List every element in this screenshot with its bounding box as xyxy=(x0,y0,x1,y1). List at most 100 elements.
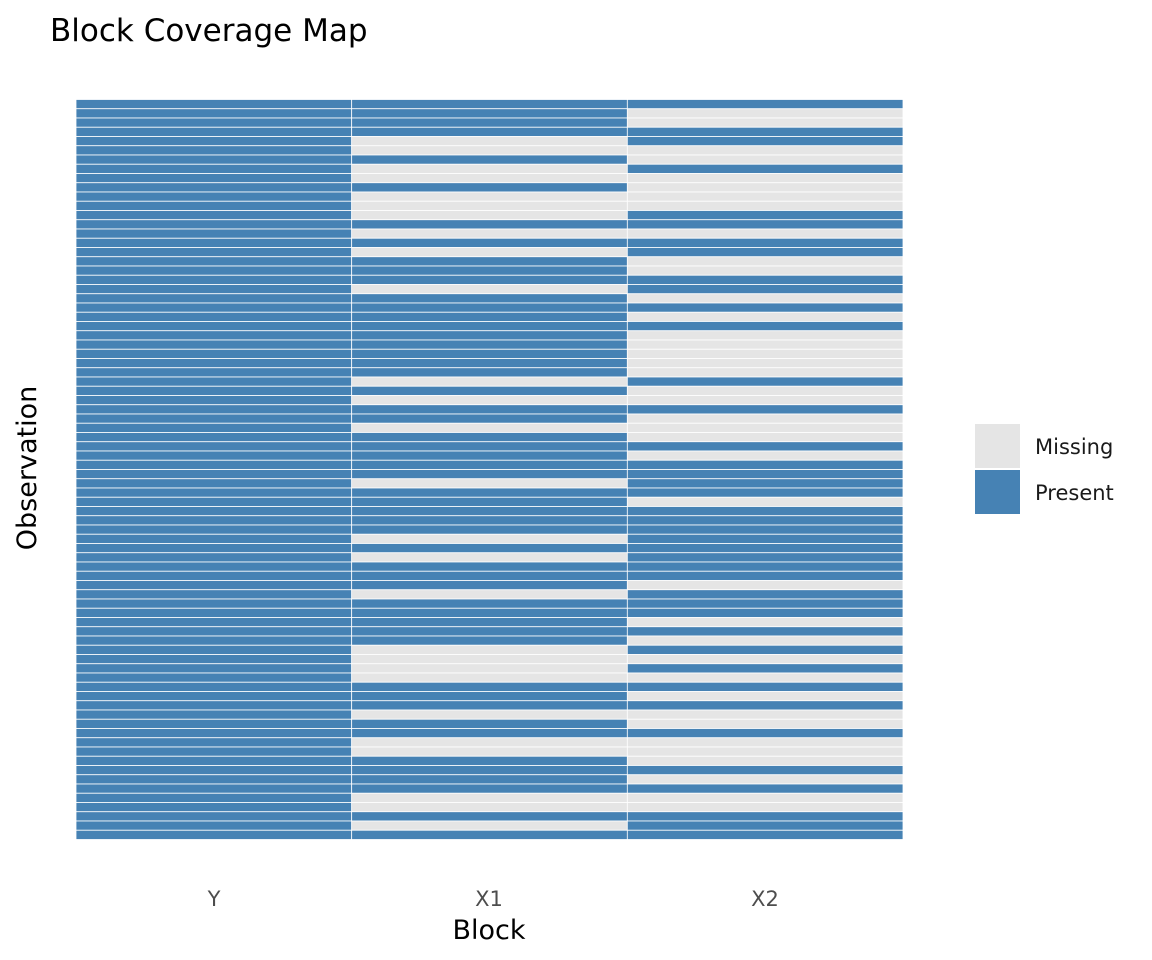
tile-x1-obs-73 xyxy=(351,765,628,776)
tile-x1-obs-66 xyxy=(351,700,628,711)
tile-x1-obs-19 xyxy=(351,265,628,276)
tile-x1-obs-56 xyxy=(351,607,628,618)
tile-x2-obs-45 xyxy=(626,506,904,517)
tile-y-obs-50 xyxy=(75,552,353,563)
tile-y-obs-29 xyxy=(75,358,353,369)
tile-x1-obs-10 xyxy=(351,182,628,193)
tile-x1-obs-37 xyxy=(351,432,628,443)
tile-y-obs-65 xyxy=(75,691,353,702)
tile-y-obs-78 xyxy=(75,811,353,822)
tile-y-obs-5 xyxy=(75,136,353,147)
tile-y-obs-38 xyxy=(75,441,353,452)
tile-y-obs-73 xyxy=(75,765,353,776)
tile-y-obs-42 xyxy=(75,478,353,489)
legend: Missing Present xyxy=(975,424,1114,514)
tile-x1-obs-42 xyxy=(351,478,628,489)
tile-y-obs-70 xyxy=(75,737,353,748)
tile-y-obs-22 xyxy=(75,293,353,304)
tile-x2-obs-37 xyxy=(626,432,904,443)
tile-x2-obs-72 xyxy=(626,755,904,766)
tile-x2-obs-70 xyxy=(626,737,904,748)
tile-x1-obs-44 xyxy=(351,496,628,507)
tile-x2-obs-2 xyxy=(626,108,904,119)
tile-x2-obs-78 xyxy=(626,811,904,822)
tile-x2-obs-80 xyxy=(626,829,904,840)
tile-x1-obs-75 xyxy=(351,783,628,794)
tile-y-obs-16 xyxy=(75,237,353,248)
tile-x1-obs-14 xyxy=(351,219,628,230)
tile-x2-obs-5 xyxy=(626,136,904,147)
tile-y-obs-30 xyxy=(75,367,353,378)
tile-y-obs-21 xyxy=(75,284,353,295)
tile-x1-obs-15 xyxy=(351,228,628,239)
x-tick-label-y: Y xyxy=(207,887,221,911)
tile-y-obs-66 xyxy=(75,700,353,711)
tile-x2-obs-6 xyxy=(626,145,904,156)
tile-y-obs-49 xyxy=(75,543,353,554)
tile-x1-obs-5 xyxy=(351,136,628,147)
tile-x2-obs-49 xyxy=(626,543,904,554)
tile-y-obs-1 xyxy=(75,99,353,110)
chart-title: Block Coverage Map xyxy=(50,13,368,49)
tile-y-obs-15 xyxy=(75,228,353,239)
tile-y-obs-57 xyxy=(75,617,353,628)
tile-x2-obs-58 xyxy=(626,626,904,637)
tile-x2-obs-69 xyxy=(626,728,904,739)
x-tick-label-x2: X2 xyxy=(751,887,779,911)
tile-y-obs-62 xyxy=(75,663,353,674)
tile-x2-obs-47 xyxy=(626,524,904,535)
tile-y-obs-55 xyxy=(75,598,353,609)
tile-x1-obs-80 xyxy=(351,829,628,840)
x-axis-ticks: Y X1 X2 xyxy=(207,887,779,911)
tile-x1-obs-40 xyxy=(351,459,628,470)
tile-x1-obs-26 xyxy=(351,330,628,341)
tile-x1-obs-50 xyxy=(351,552,628,563)
tile-y-obs-12 xyxy=(75,200,353,211)
tile-y-obs-46 xyxy=(75,515,353,526)
tile-y-obs-14 xyxy=(75,219,353,230)
tile-x2-obs-77 xyxy=(626,802,904,813)
tile-x2-obs-24 xyxy=(626,311,904,322)
tile-x1-obs-22 xyxy=(351,293,628,304)
tile-x2-obs-75 xyxy=(626,783,904,794)
tile-x1-obs-6 xyxy=(351,145,628,156)
tile-y-obs-54 xyxy=(75,589,353,600)
tile-x2-obs-16 xyxy=(626,237,904,248)
tile-x2-obs-21 xyxy=(626,284,904,295)
tile-x1-obs-78 xyxy=(351,811,628,822)
tile-x1-obs-60 xyxy=(351,644,628,655)
tile-x2-obs-40 xyxy=(626,459,904,470)
tile-x2-obs-35 xyxy=(626,413,904,424)
tile-x1-obs-43 xyxy=(351,487,628,498)
tile-x1-obs-70 xyxy=(351,737,628,748)
tile-x2-obs-62 xyxy=(626,663,904,674)
tile-x1-obs-63 xyxy=(351,672,628,683)
tile-x1-obs-41 xyxy=(351,469,628,480)
tile-y-obs-74 xyxy=(75,774,353,785)
tile-x1-obs-62 xyxy=(351,663,628,674)
tile-x2-obs-73 xyxy=(626,765,904,776)
tile-y-obs-41 xyxy=(75,469,353,480)
tile-x1-obs-54 xyxy=(351,589,628,600)
tile-x2-obs-32 xyxy=(626,385,904,396)
tile-y-obs-44 xyxy=(75,496,353,507)
tile-y-obs-33 xyxy=(75,395,353,406)
tile-y-obs-20 xyxy=(75,274,353,285)
tile-x2-obs-63 xyxy=(626,672,904,683)
tile-x1-obs-12 xyxy=(351,200,628,211)
tile-x2-obs-42 xyxy=(626,478,904,489)
tile-x2-obs-79 xyxy=(626,820,904,831)
tile-x2-obs-66 xyxy=(626,700,904,711)
tile-y-obs-79 xyxy=(75,820,353,831)
tile-x2-obs-10 xyxy=(626,182,904,193)
tile-x1-obs-30 xyxy=(351,367,628,378)
tile-y-obs-36 xyxy=(75,422,353,433)
tile-x2-obs-34 xyxy=(626,404,904,415)
y-axis-title: Observation xyxy=(12,386,43,550)
tile-x2-obs-76 xyxy=(626,792,904,803)
tile-y-obs-61 xyxy=(75,654,353,665)
tile-x1-obs-65 xyxy=(351,691,628,702)
tile-x1-obs-16 xyxy=(351,237,628,248)
tile-y-obs-77 xyxy=(75,802,353,813)
